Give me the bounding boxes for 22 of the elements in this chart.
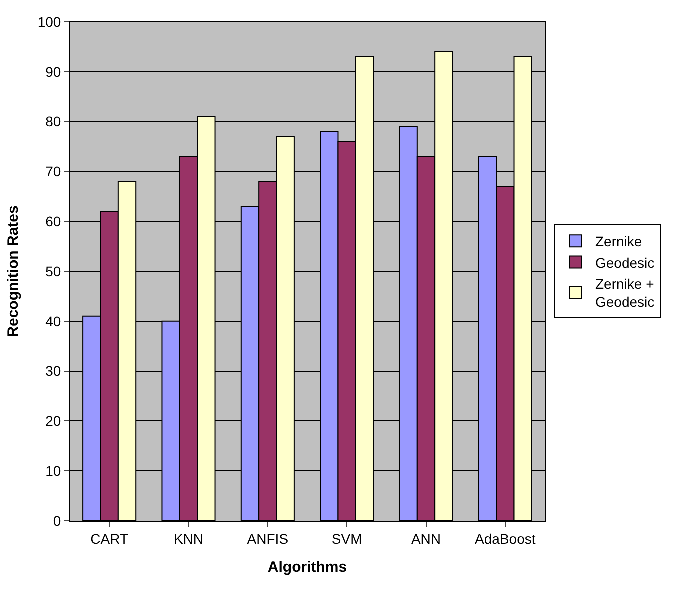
y-tick-label: 70 [46, 164, 62, 180]
y-tick-label: 90 [46, 64, 62, 80]
y-tick-label: 20 [46, 413, 62, 430]
y-tick-label: 10 [46, 463, 62, 479]
x-axis-title: Algorithms [268, 558, 348, 576]
legend-label: Zernike + Geodesic [596, 276, 655, 310]
y-tick-label: 80 [46, 114, 62, 130]
x-tick-label: ANFIS [247, 530, 289, 547]
x-tick-label: KNN [174, 530, 204, 547]
x-tick-label: CART [90, 530, 129, 547]
y-tick-label: 0 [53, 512, 62, 529]
x-tick-label: SVM [332, 530, 362, 547]
x-tick-label: AdaBoost [475, 530, 536, 547]
y-tick-label: 50 [46, 263, 62, 280]
y-axis-title: Recognition Rates [5, 206, 22, 338]
y-tick-label: 60 [46, 214, 62, 230]
y-tick-label: 40 [46, 313, 62, 330]
y-tick-label: 30 [46, 363, 62, 380]
y-tick-label: 100 [38, 14, 62, 30]
legend-label: Geodesic [596, 254, 655, 271]
legend-label: Zernike [596, 234, 642, 250]
x-tick-label: ANN [411, 530, 442, 547]
